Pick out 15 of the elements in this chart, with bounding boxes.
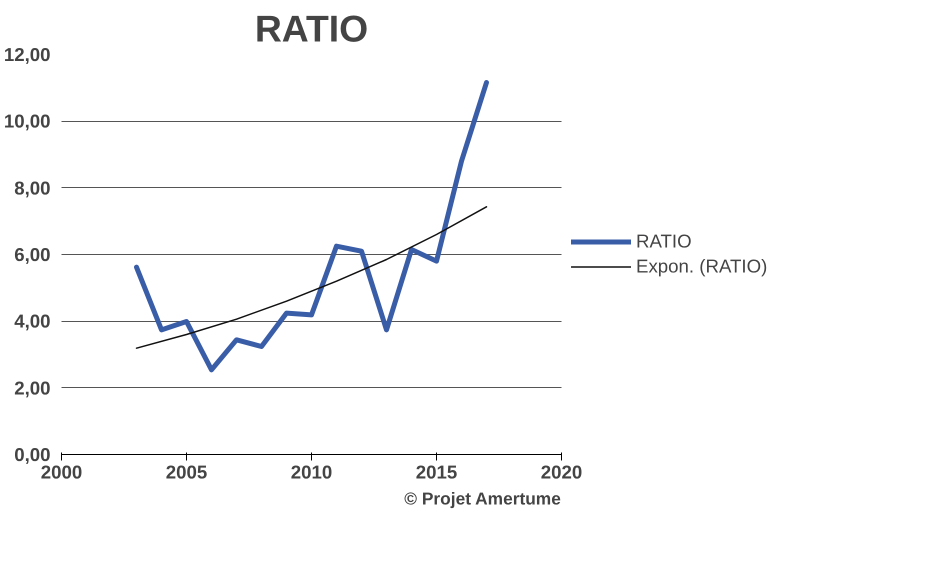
legend-label: RATIO [636,230,692,252]
x-tick-label: 2010 [290,462,332,482]
x-tick-label: 2015 [416,462,458,482]
chart-title: RATIO [254,8,368,50]
legend-label: Expon. (RATIO) [636,256,768,278]
x-tick-label: 2005 [166,462,208,482]
line-series [136,206,488,349]
y-tick-label: 10,00 [4,110,50,132]
y-tick-label: 4,00 [14,310,50,332]
y-tick-label: 8,00 [14,177,50,198]
text: © Projet Amertume [404,488,562,508]
x-tick-label: 2020 [540,462,582,482]
y-tick-label: 12,00 [4,44,50,65]
y-tick-label: 2,00 [14,377,50,398]
y-tick-label: 6,00 [14,244,50,265]
